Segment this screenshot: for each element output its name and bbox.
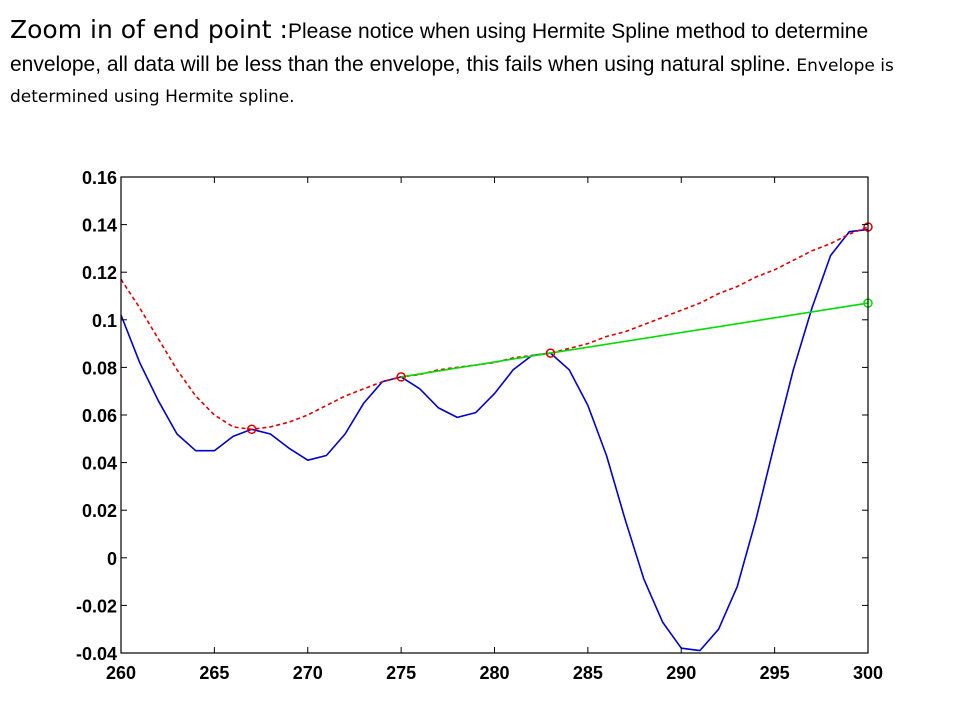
x-tick-label: 295 xyxy=(760,663,790,683)
caption-body: Please notice when using Hermite Spline … xyxy=(10,20,869,76)
x-tick-label: 285 xyxy=(573,663,603,683)
x-tick-label: 260 xyxy=(106,663,136,683)
series-2-line xyxy=(400,302,869,378)
y-tick-label: 0.08 xyxy=(82,358,117,378)
series-0-line xyxy=(120,228,869,652)
x-tick-label: 265 xyxy=(199,663,229,683)
y-tick-label: 0.06 xyxy=(82,406,117,426)
y-tick-label: -0.04 xyxy=(76,644,117,664)
plot-series xyxy=(120,226,869,652)
series-1-dashed-line xyxy=(120,226,869,431)
x-tick-label: 300 xyxy=(853,663,883,683)
x-tick-label: 290 xyxy=(666,663,696,683)
y-tick-label: 0.02 xyxy=(82,501,117,521)
y-tick-label: 0.12 xyxy=(82,263,117,283)
y-tick-label: 0.14 xyxy=(82,216,117,236)
y-tick-label: 0 xyxy=(107,549,117,569)
caption-tail: Envelope is determined using Hermite spl… xyxy=(10,56,894,107)
x-tick-label: 280 xyxy=(479,663,509,683)
caption-lead: Zoom in of end point : xyxy=(10,15,288,44)
y-tick-label: 0.1 xyxy=(92,311,117,331)
x-axis-ticks: 260 265 270 275 280 285 290 295 300 xyxy=(106,177,883,683)
plot-markers xyxy=(246,222,873,435)
envelope-point-marker xyxy=(396,372,406,382)
plot-frame xyxy=(120,176,869,654)
y-axis-ticks: -0.04 -0.02 0 0.02 0.04 0.06 0.08 0.1 0.12 0.14 0.… xyxy=(76,168,868,664)
y-tick-label: 0.04 xyxy=(82,454,117,474)
y-tick-label: 0.16 xyxy=(82,168,117,188)
envelope-point-marker xyxy=(545,348,556,358)
slide-caption: Zoom in of end point :Please notice when… xyxy=(10,14,940,113)
y-tick-label: -0.02 xyxy=(76,596,117,616)
x-tick-label: 270 xyxy=(293,663,323,683)
envelope-point-marker xyxy=(246,424,257,435)
x-tick-label: 275 xyxy=(386,663,416,683)
